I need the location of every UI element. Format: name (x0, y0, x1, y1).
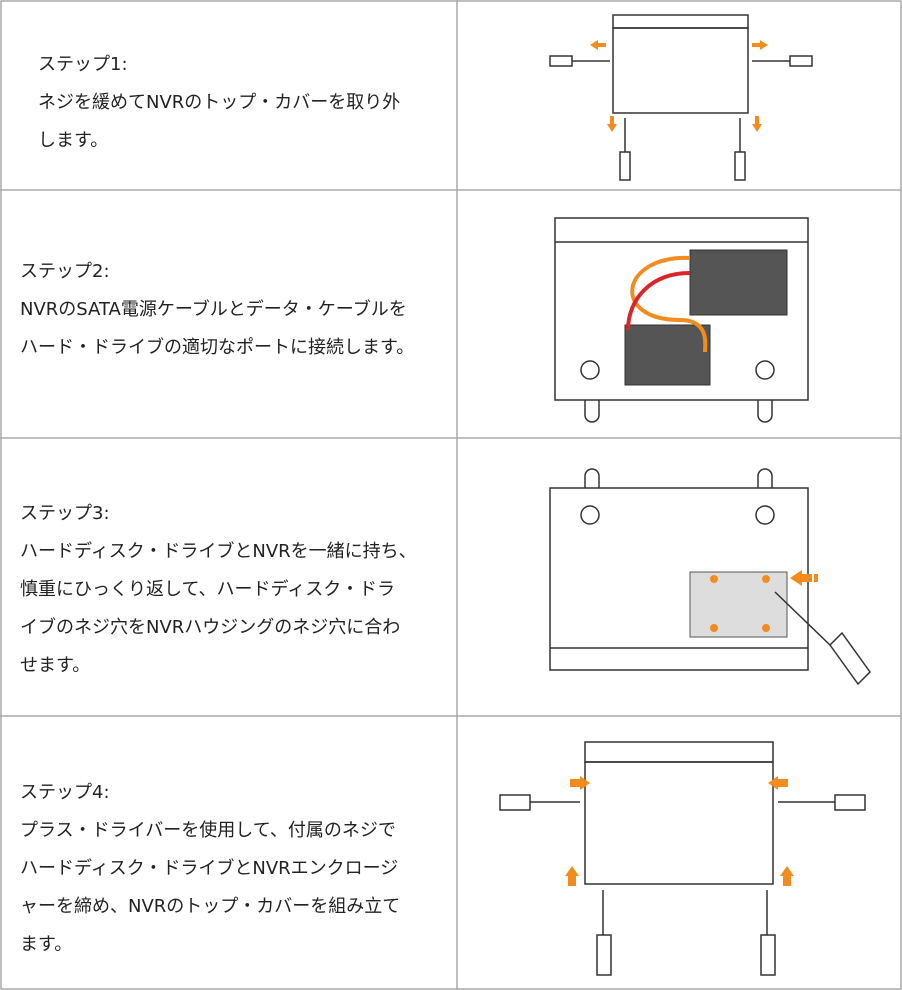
step-title: ステップ4: (20, 782, 110, 803)
step-line: ハードディスク・ドライブとNVRエンクロージ (20, 858, 399, 879)
step-line: NVRのSATA電源ケーブルとデータ・ケーブルを (20, 299, 407, 320)
step-title: ステップ1: (38, 54, 128, 75)
step-line: 慎重にひっくり返して、ハードディスク・ドラ (20, 579, 395, 600)
step-line: ハード・ドライブの適切なポートに接続します。 (20, 337, 415, 358)
step-text: ステップ2: NVRのSATA電源ケーブルとデータ・ケーブルを ハード・ドライブの適… (20, 253, 414, 367)
step-line: せます。 (20, 655, 91, 676)
step-line: ャーを締め、NVRのトップ・カバーを組み立て (20, 896, 401, 917)
step-text: ステップ1: ネジを緩めてNVRのトップ・カバーを取り外 します。 (38, 46, 400, 160)
step-line: ハードディスク・ドライブとNVRを一緒に持ち、 (20, 541, 417, 562)
step3-image (549, 468, 871, 686)
step1-image (549, 14, 813, 181)
step-title: ステップ2: (20, 261, 110, 282)
step-line: プラス・ドライバーを使用して、付属のネジで (20, 820, 396, 841)
step-line: ネジを緩めてNVRのトップ・カバーを取り外 (38, 92, 401, 113)
step4-image (499, 741, 866, 976)
step2-image (554, 217, 809, 423)
step-text: ステップ3: ハードディスク・ドライブとNVRを一緒に持ち、 慎重にひっくり返して、… (20, 495, 417, 685)
step-title: ステップ3: (20, 503, 110, 524)
step-line: ます。 (20, 934, 73, 955)
step-line: します。 (38, 130, 109, 151)
step-line: イブのネジ穴をNVRハウジングのネジ穴に合わ (20, 617, 401, 638)
step-text: ステップ4: プラス・ドライバーを使用して、付属のネジで ハードディスク・ドライブと… (20, 774, 400, 964)
